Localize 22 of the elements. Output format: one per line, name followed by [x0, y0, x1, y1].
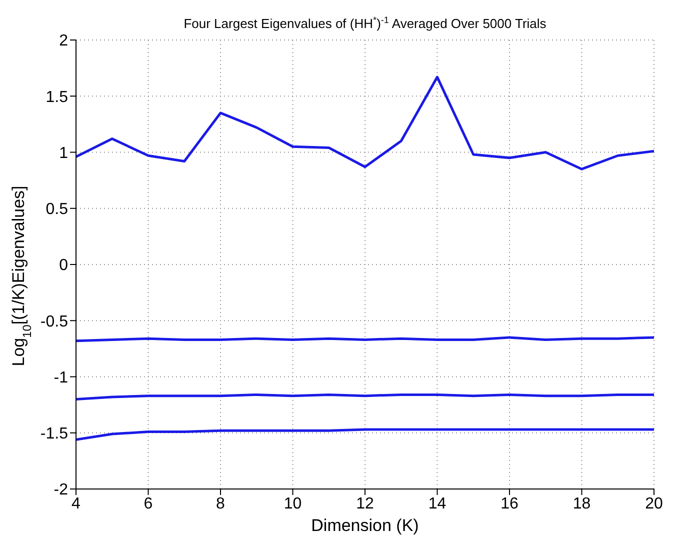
x-tick-label: 4	[72, 495, 81, 512]
line-series	[76, 76, 654, 170]
x-tick-label: 20	[645, 495, 663, 512]
y-tick-label: 2	[59, 32, 68, 50]
x-tick-label: 16	[500, 495, 518, 512]
y-tick-label: 0	[59, 257, 68, 274]
x-tick-label: 8	[216, 495, 226, 512]
y-tick-label: -0.5	[40, 313, 68, 330]
y-tick-label: -1	[54, 369, 68, 386]
y-tick-label: 1.5	[46, 88, 68, 106]
y-tick-label: 0.5	[46, 201, 68, 218]
x-tick-label: 12	[356, 495, 374, 512]
x-tick-label: 14	[428, 495, 446, 512]
x-axis-title: Dimension (K)	[311, 516, 419, 535]
line-series	[76, 428, 654, 441]
x-tick-label: 10	[284, 495, 302, 512]
chart-title: Four Largest Eigenvalues of (HH$^{*}$)$^{-1}$ Averaged Over 5000 Trials	[184, 15, 547, 31]
y-tick-label: -1.5	[40, 426, 68, 443]
y-tick-label: 1	[59, 144, 68, 162]
x-tick-label: 6	[144, 495, 153, 512]
y-tick-label: -2	[54, 482, 68, 499]
x-tick-label: 18	[572, 495, 591, 512]
